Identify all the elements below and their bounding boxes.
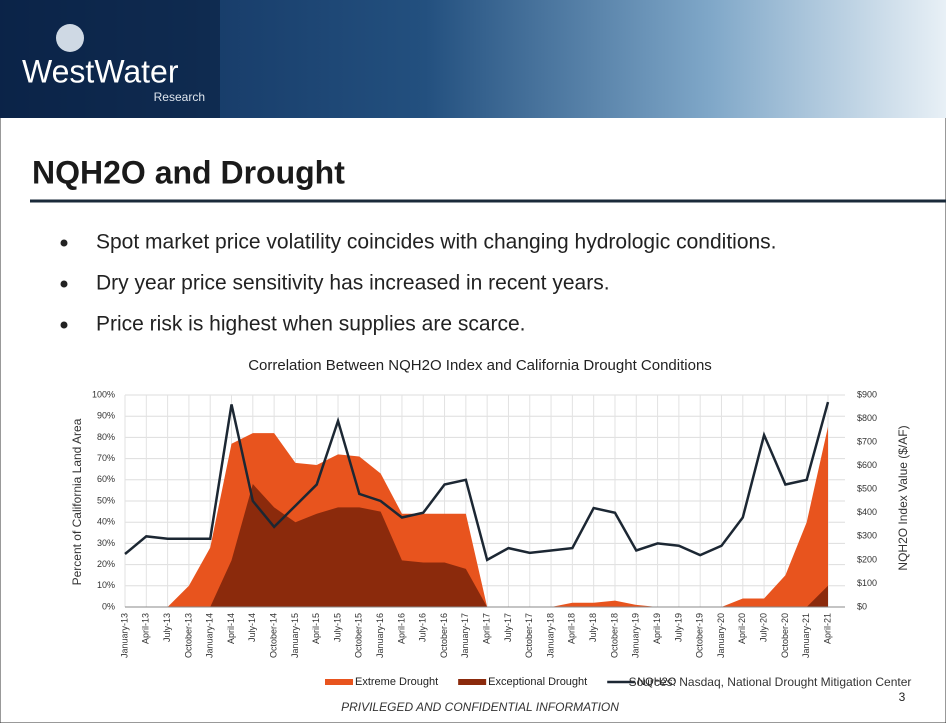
- y-tick-label: 60%: [97, 474, 115, 484]
- x-tick-label: October-15: [354, 613, 364, 658]
- y-tick-label: 90%: [97, 411, 115, 421]
- logo-bg: [0, 0, 220, 118]
- logo-sub: Research: [154, 90, 205, 104]
- x-tick-label: January-16: [375, 613, 385, 658]
- x-tick-label: January-21: [801, 613, 811, 658]
- x-tick-label: October-17: [524, 613, 534, 658]
- x-tick-label: April-16: [396, 613, 406, 644]
- y-tick-label: 0%: [102, 601, 115, 611]
- legend-label: Exceptional Drought: [488, 676, 587, 688]
- y2-tick-label: $200: [857, 554, 877, 564]
- y-tick-label: 70%: [97, 453, 115, 463]
- x-tick-label: April-18: [567, 613, 577, 644]
- y2-tick-label: $500: [857, 484, 877, 494]
- x-tick-label: October-14: [268, 613, 278, 658]
- y-tick-label: 20%: [97, 559, 115, 569]
- x-tick-label: July-19: [673, 613, 683, 642]
- chart-title: Correlation Between NQH2O Index and Cali…: [248, 357, 712, 374]
- y-tick-label: 100%: [92, 389, 115, 399]
- index-line: [124, 401, 830, 562]
- y2-tick-label: $100: [857, 578, 877, 588]
- y2-tick-label: $600: [857, 460, 877, 470]
- x-tick-label: July-16: [418, 613, 428, 642]
- x-tick-label: April-17: [482, 613, 492, 644]
- y2-tick-label: $0: [857, 601, 867, 611]
- x-tick-label: July-17: [503, 613, 513, 642]
- x-tick-label: April-20: [737, 613, 747, 644]
- x-tick-label: January-14: [205, 613, 215, 658]
- x-tick-label: January-20: [716, 613, 726, 658]
- y2-tick-label: $800: [857, 413, 877, 423]
- slide-title: NQH2O and Drought: [32, 154, 345, 190]
- x-tick-label: January-18: [545, 613, 555, 658]
- x-tick-label: January-13: [119, 613, 129, 658]
- bullet-dot: [60, 280, 68, 288]
- y-tick-label: 80%: [97, 432, 115, 442]
- page-number: 3: [899, 690, 906, 704]
- y2-tick-label: $700: [857, 436, 877, 446]
- x-tick-label: April-15: [311, 613, 321, 644]
- x-tick-label: October-20: [780, 613, 790, 658]
- drought-area: [125, 484, 828, 607]
- x-tick-label: July-14: [247, 613, 257, 642]
- logo-globe: [56, 24, 84, 52]
- x-tick-label: April-21: [822, 613, 832, 644]
- x-tick-label: January-17: [460, 613, 470, 658]
- bullet-text: Dry year price sensitivity has increased…: [96, 272, 610, 295]
- bullet-dot: [60, 239, 68, 247]
- y2-tick-label: $400: [857, 507, 877, 517]
- x-tick-label: January-15: [290, 613, 300, 658]
- x-tick-label: July-18: [588, 613, 598, 642]
- y2-axis-label: NQH2O Index Value ($/AF): [896, 425, 910, 570]
- x-tick-label: July-13: [162, 613, 172, 642]
- y-tick-label: 40%: [97, 517, 115, 527]
- bullet-text: Price risk is highest when supplies are …: [96, 313, 526, 336]
- y2-tick-label: $300: [857, 531, 877, 541]
- y-tick-label: 30%: [97, 538, 115, 548]
- x-tick-label: October-13: [183, 613, 193, 658]
- x-tick-label: April-14: [226, 613, 236, 644]
- x-tick-label: January-19: [631, 613, 641, 658]
- x-tick-label: October-18: [609, 613, 619, 658]
- y-tick-label: 50%: [97, 495, 115, 505]
- logo: WestWater: [22, 53, 179, 89]
- bullet-dot: [60, 321, 68, 329]
- x-tick-label: July-20: [758, 613, 768, 642]
- x-tick-label: April-13: [141, 613, 151, 644]
- y-axis-label: Percent of California Land Area: [70, 418, 84, 585]
- y-tick-label: 10%: [97, 580, 115, 590]
- confidential: PRIVILEGED AND CONFIDENTIAL INFORMATION: [341, 700, 619, 714]
- sources: Sources: Nasdaq, National Drought Mitiga…: [629, 675, 912, 689]
- legend-swatch: [325, 679, 353, 685]
- legend-label: NQH2O: [637, 676, 677, 688]
- y2-tick-label: $900: [857, 389, 877, 399]
- bullet-text: Spot market price volatility coincides w…: [96, 231, 777, 254]
- x-tick-label: July-15: [332, 613, 342, 642]
- legend-swatch: [458, 679, 487, 685]
- x-tick-label: October-16: [439, 613, 449, 658]
- x-tick-label: April-19: [652, 613, 662, 644]
- legend-label: Extreme Drought: [355, 676, 438, 688]
- x-tick-label: October-19: [695, 613, 705, 658]
